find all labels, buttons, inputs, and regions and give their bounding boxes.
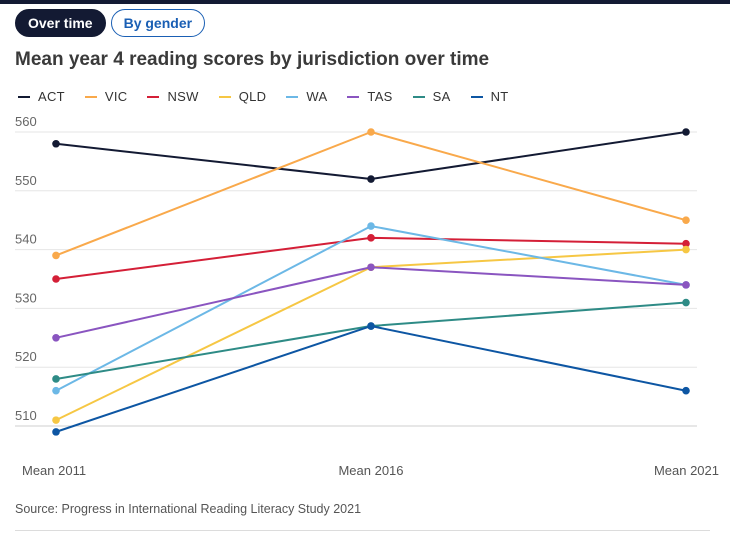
legend-swatch xyxy=(347,95,360,98)
data-point-nsw xyxy=(682,239,690,248)
data-point-sa xyxy=(52,375,60,383)
chart-legend: ACT VIC NSW QLD WA TAS SA NT xyxy=(18,89,529,104)
y-tick-label: 530 xyxy=(15,290,37,305)
legend-label: WA xyxy=(306,89,328,104)
legend-item-nt: NT xyxy=(470,89,509,104)
x-tick-label: Mean 2011 xyxy=(22,463,86,478)
legend-item-wa: WA xyxy=(286,89,327,104)
data-point-qld xyxy=(682,245,690,254)
data-point-wa xyxy=(52,386,60,395)
data-point-act xyxy=(367,175,375,183)
bottom-divider xyxy=(15,530,710,531)
legend-item-qld: QLD xyxy=(218,89,267,104)
series-line-nsw xyxy=(55,236,687,280)
data-point-vic xyxy=(367,128,375,136)
legend-item-tas: TAS xyxy=(347,89,392,104)
y-tick-label: 560 xyxy=(15,114,37,129)
legend-label: VIC xyxy=(104,89,128,104)
series-line-act xyxy=(55,131,687,181)
data-point-vic xyxy=(682,216,690,224)
data-point-tas xyxy=(682,281,690,289)
data-point-qld xyxy=(52,416,60,424)
legend-swatch xyxy=(470,95,483,98)
legend-swatch xyxy=(18,95,30,98)
y-tick-label: 540 xyxy=(15,232,37,247)
line-chart: 510 520 530 540 550 560 Mean 2011 Mean 2016 Mean… xyxy=(15,114,719,478)
data-point-tas xyxy=(367,263,375,272)
legend-label: QLD xyxy=(238,89,267,104)
data-point-sa xyxy=(682,298,690,307)
y-tick-label: 510 xyxy=(15,408,37,423)
legend-item-sa: SA xyxy=(412,89,451,104)
source-note: Source: Progress in International Readin… xyxy=(15,502,362,516)
series-line-qld xyxy=(55,248,687,422)
data-point-nsw xyxy=(52,275,60,283)
x-tick-label: Mean 2021 xyxy=(654,463,719,478)
legend-swatch xyxy=(286,95,299,98)
legend-label: SA xyxy=(432,89,451,104)
data-point-vic xyxy=(52,251,60,260)
legend-swatch xyxy=(412,95,425,98)
tab-over-time[interactable]: Over time xyxy=(15,9,106,37)
legend-swatch xyxy=(147,95,160,98)
y-tick-label: 520 xyxy=(15,349,37,364)
legend-swatch xyxy=(218,95,231,98)
legend-label: TAS xyxy=(367,89,393,104)
chart-title: Mean year 4 reading scores by jurisdicti… xyxy=(15,49,490,70)
data-point-tas xyxy=(52,334,60,342)
legend-label: NSW xyxy=(167,89,199,104)
tab-by-gender[interactable]: By gender xyxy=(110,9,206,37)
data-point-wa xyxy=(367,222,375,230)
legend-item-vic: VIC xyxy=(84,89,128,104)
legend-item-nsw: NSW xyxy=(147,89,198,104)
data-point-act xyxy=(682,128,690,136)
legend-label: NT xyxy=(490,89,509,104)
legend-swatch xyxy=(84,95,97,98)
y-tick-label: 550 xyxy=(15,173,37,188)
data-point-nsw xyxy=(367,234,375,242)
legend-label: ACT xyxy=(38,89,65,104)
data-point-nt xyxy=(682,386,690,395)
legend-item-act: ACT xyxy=(18,89,65,104)
data-point-nt xyxy=(52,428,60,436)
data-point-act xyxy=(52,139,60,148)
x-tick-label: Mean 2016 xyxy=(338,463,403,478)
top-accent-bar xyxy=(0,0,730,4)
view-tabs: Over time By gender xyxy=(15,9,206,37)
data-point-nt xyxy=(367,322,375,330)
